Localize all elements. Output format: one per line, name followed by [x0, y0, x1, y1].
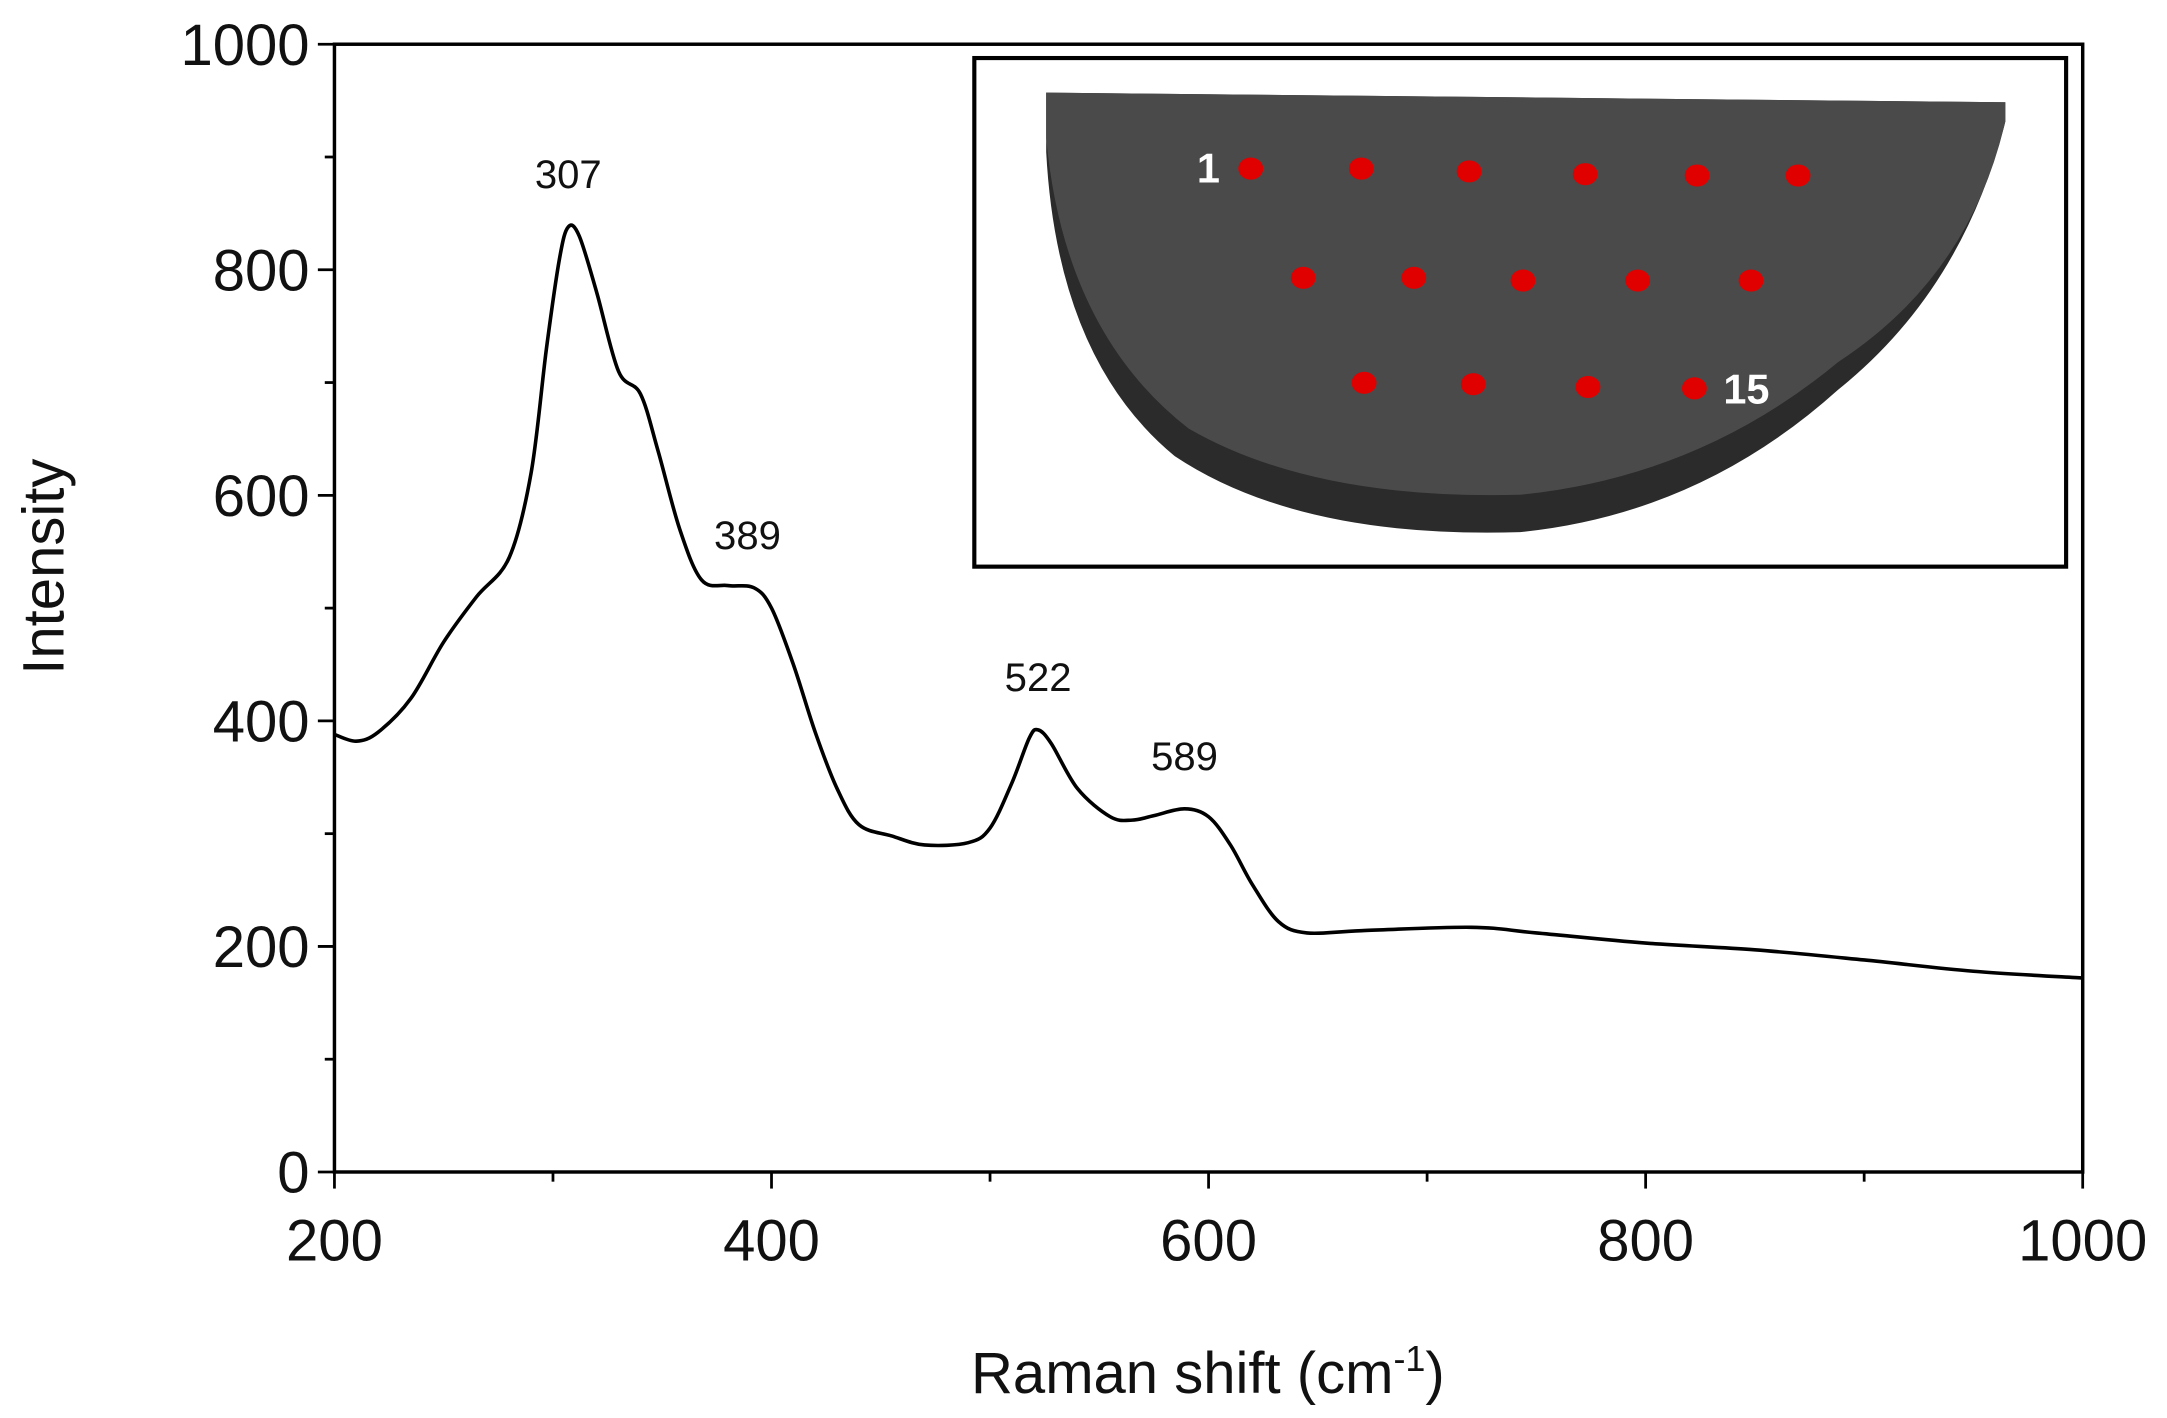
measurement-spot — [1684, 164, 1710, 187]
peak-annotations: 307 389 522 589 — [535, 153, 1218, 779]
measurement-spot — [1575, 375, 1601, 399]
measurement-spot — [1681, 377, 1707, 400]
inset-figure: 1 15 — [972, 55, 2069, 569]
x-tick-label: 800 — [1597, 1208, 1694, 1273]
measurement-spot — [1238, 157, 1264, 180]
measurement-spot — [1625, 269, 1651, 292]
spectrum-line — [333, 223, 2083, 980]
measurement-spots — [1238, 157, 1811, 400]
y-tick-label: 1000 — [180, 13, 309, 78]
x-tick-label: 600 — [1160, 1208, 1257, 1273]
peak-label: 589 — [1151, 735, 1218, 779]
y-tick-label: 800 — [213, 239, 310, 304]
measurement-spot — [1348, 157, 1374, 180]
measurement-spot — [1572, 163, 1598, 186]
peak-label: 389 — [714, 514, 781, 558]
peak-label: 522 — [1005, 656, 1072, 700]
measurement-spot — [1351, 371, 1377, 394]
disc-top-surface — [1046, 92, 2006, 496]
y-tick-label: 600 — [213, 464, 310, 529]
spot-label-first: 1 — [1197, 144, 1220, 191]
y-tick-label: 400 — [213, 690, 310, 755]
peak-label: 307 — [535, 153, 602, 197]
y-tick-label: 0 — [277, 1141, 309, 1206]
measurement-spot — [1510, 269, 1536, 292]
measurement-spot — [1290, 266, 1316, 289]
x-tick-label: 200 — [286, 1208, 383, 1273]
x-tick-label: 1000 — [2018, 1208, 2147, 1273]
measurement-spot — [1401, 266, 1427, 289]
measurement-spot — [1785, 164, 1811, 187]
x-axis-title: Raman shift (cm-1) — [971, 1338, 1445, 1406]
y-tick-label: 200 — [213, 915, 310, 980]
measurement-spot — [1738, 269, 1764, 292]
measurement-spot — [1460, 373, 1486, 396]
measurement-spot — [1456, 160, 1482, 183]
y-axis-title: Intensity — [12, 459, 77, 675]
x-tick-label: 400 — [723, 1208, 820, 1273]
spot-label-last: 15 — [1723, 366, 1769, 413]
